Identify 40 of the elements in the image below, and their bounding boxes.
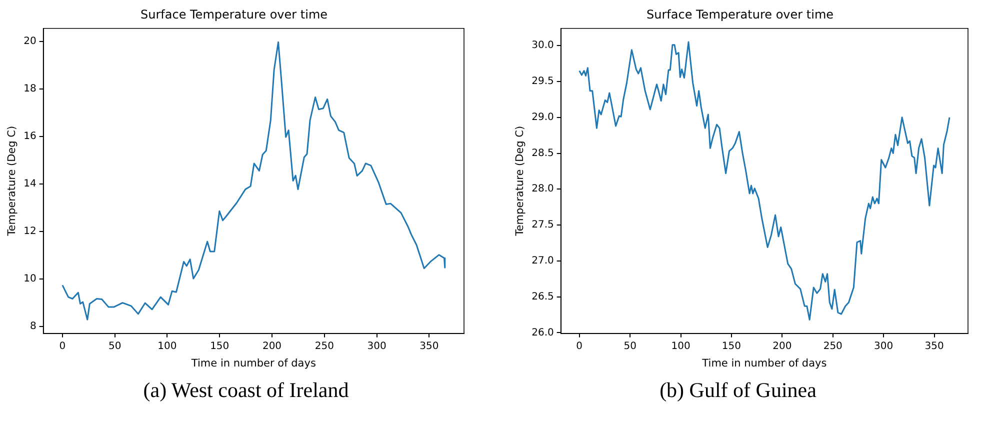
x-tick-label: 0 [576, 340, 583, 352]
y-tick-label: 16 [24, 130, 36, 142]
x-axis-title: Time in number of days [701, 357, 827, 370]
y-tick-label: 10 [24, 273, 36, 284]
chart-title: Surface Temperature over time [646, 7, 834, 22]
text: (a) West coast of Ireland [142, 378, 350, 403]
chart-title: Surface Temperature over time [140, 7, 328, 22]
x-tick-label: 350 [924, 340, 944, 352]
y-axis-title: Temperature (Deg C) [6, 126, 18, 237]
y-tick-label: 28.5 [532, 148, 554, 159]
x-tick-label: 300 [874, 340, 894, 352]
x-tick-label: 350 [420, 340, 439, 352]
x-tick-label: 100 [671, 340, 690, 352]
y-tick-label: 30.0 [532, 40, 554, 52]
y-tick-label: 26.0 [532, 327, 554, 338]
y-tick-label: 18 [24, 84, 36, 95]
y-tick-label: 26.5 [532, 291, 554, 302]
x-tick-label: 50 [108, 340, 122, 352]
y-tick-label: 12 [24, 226, 36, 237]
y-tick-label: 20 [24, 36, 36, 48]
y-tick-label: 27.0 [532, 256, 554, 267]
x-tick-label: 300 [367, 340, 386, 352]
y-tick-label: 14 [24, 178, 36, 190]
x-tick-label: 150 [722, 340, 742, 352]
y-axis-title: Temperature (Deg C) [514, 126, 526, 237]
y-tick-label: 28.0 [532, 184, 554, 195]
x-tick-label: 0 [59, 340, 66, 352]
x-tick-label: 50 [624, 340, 636, 352]
x-tick-label: 150 [210, 340, 230, 352]
x-tick-label: 200 [262, 340, 282, 352]
x-tick-label: 250 [823, 340, 842, 352]
text: (b) Gulf of Guinea [658, 378, 818, 403]
x-tick-label: 200 [772, 340, 792, 352]
y-tick-label: 8 [30, 320, 36, 332]
x-tick-label: 250 [314, 340, 334, 352]
y-tick-label: 27.5 [532, 220, 554, 231]
y-tick-label: 29.0 [532, 112, 554, 123]
x-tick-label: 100 [158, 340, 177, 352]
x-axis-title: Time in number of days [190, 357, 316, 370]
y-tick-label: 29.5 [532, 76, 554, 88]
